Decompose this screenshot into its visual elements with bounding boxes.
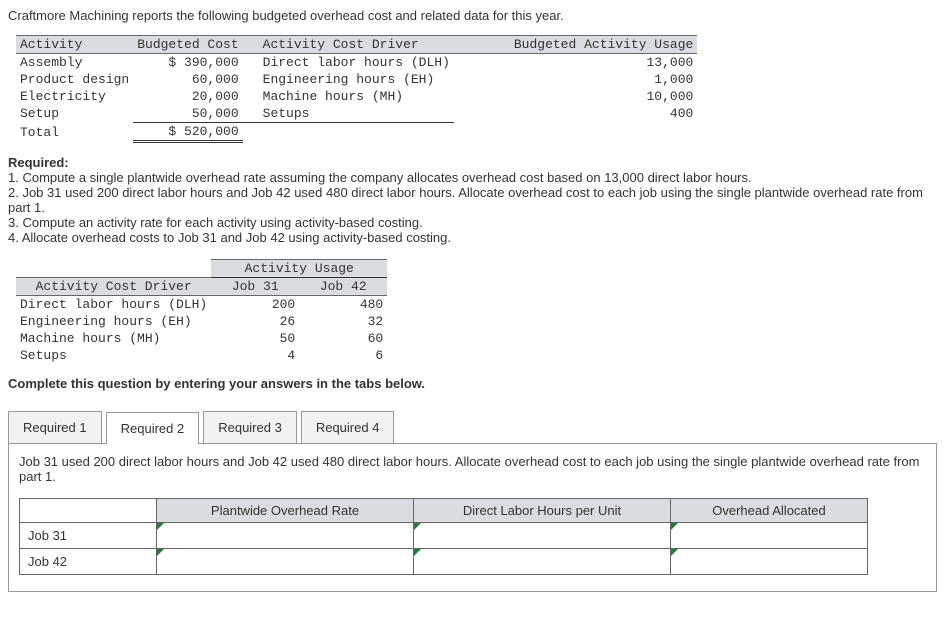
table-cell: 200 [211,296,299,314]
required-title: Required: [8,155,937,170]
table-cell: 10,000 [454,88,697,105]
required-item: 4. Allocate overhead costs to Job 31 and… [8,230,937,245]
tab2-prompt: Job 31 used 200 direct labor hours and J… [19,454,926,484]
tab-required-2[interactable]: Required 2 [106,412,200,444]
col-activity: Activity [16,36,133,54]
table-cell: Electricity [16,88,133,105]
instruction-text: Complete this question by entering your … [8,376,937,391]
table-cell: Machine hours (MH) [16,330,211,347]
table-cell: Machine hours (MH) [243,88,454,105]
row-label-job31: Job 31 [20,523,157,549]
table-cell: 480 [299,296,387,314]
input-marker-icon [671,549,678,556]
table-cell: Engineering hours (EH) [243,71,454,88]
table-cell: 1,000 [454,71,697,88]
col-usage: Budgeted Activity Usage [454,36,697,54]
table-cell: 50 [211,330,299,347]
table-row: Job 31 [20,523,868,549]
table-cell: Setups [16,347,211,364]
table-cell: 32 [299,313,387,330]
total-cost: $ 520,000 [133,123,242,142]
required-item: 3. Compute an activity rate for each act… [8,215,937,230]
input-cell[interactable] [414,549,671,575]
alloc-input-job31[interactable] [679,527,863,544]
usage-col-j31: Job 31 [211,278,299,296]
usage-col-j42: Job 42 [299,278,387,296]
dlh-input-job42[interactable] [422,553,666,570]
tab-content: Job 31 used 200 direct labor hours and J… [8,444,937,592]
input-marker-icon [157,549,164,556]
usage-col-driver: Activity Cost Driver [16,278,211,296]
input-cell[interactable] [414,523,671,549]
table-cell: Direct labor hours (DLH) [243,54,454,72]
row-label-job42: Job 42 [20,549,157,575]
usage-group-header: Activity Usage [211,260,387,278]
table-cell: 60,000 [133,71,242,88]
input-marker-icon [414,549,421,556]
table-cell: Direct labor hours (DLH) [16,296,211,314]
input-cell[interactable] [157,523,414,549]
rate-input-job31[interactable] [165,527,409,544]
col-cost: Budgeted Cost [133,36,242,54]
table-row: Job 42 [20,549,868,575]
total-label: Total [16,123,133,142]
table-cell: 400 [454,105,697,123]
table-cell: Engineering hours (EH) [16,313,211,330]
table-cell: 50,000 [133,105,242,123]
input-cell[interactable] [671,523,868,549]
answer-table: Plantwide Overhead Rate Direct Labor Hou… [19,498,868,575]
table-cell: 4 [211,347,299,364]
required-item: 2. Job 31 used 200 direct labor hours an… [8,185,937,215]
rate-input-job42[interactable] [165,553,409,570]
table-cell: Assembly [16,54,133,72]
required-item: 1. Compute a single plantwide overhead r… [8,170,937,185]
tabs: Required 1 Required 2 Required 3 Require… [8,411,937,444]
intro-text: Craftmore Machining reports the followin… [8,8,937,23]
required-block: Required: 1. Compute a single plantwide … [8,155,937,245]
table-cell: Setups [243,105,454,123]
answer-header-dlh: Direct Labor Hours per Unit [414,499,671,523]
answer-header-rate: Plantwide Overhead Rate [157,499,414,523]
table-cell: 6 [299,347,387,364]
input-cell[interactable] [157,549,414,575]
tab-required-4[interactable]: Required 4 [301,411,395,443]
overhead-table: Activity Budgeted Cost Activity Cost Dri… [16,35,697,143]
input-marker-icon [157,523,164,530]
table-cell: Product design [16,71,133,88]
table-cell: 26 [211,313,299,330]
dlh-input-job31[interactable] [422,527,666,544]
input-cell[interactable] [671,549,868,575]
table-cell: $ 390,000 [133,54,242,72]
input-marker-icon [671,523,678,530]
tab-required-3[interactable]: Required 3 [203,411,297,443]
table-cell: Setup [16,105,133,123]
table-cell: 60 [299,330,387,347]
alloc-input-job42[interactable] [679,553,863,570]
usage-table: Activity Usage Activity Cost Driver Job … [16,259,387,364]
answer-header-allocated: Overhead Allocated [671,499,868,523]
input-marker-icon [414,523,421,530]
answer-header-blank [20,499,157,523]
table-cell: 20,000 [133,88,242,105]
tab-required-1[interactable]: Required 1 [8,411,102,443]
col-driver: Activity Cost Driver [243,36,454,54]
table-cell: 13,000 [454,54,697,72]
